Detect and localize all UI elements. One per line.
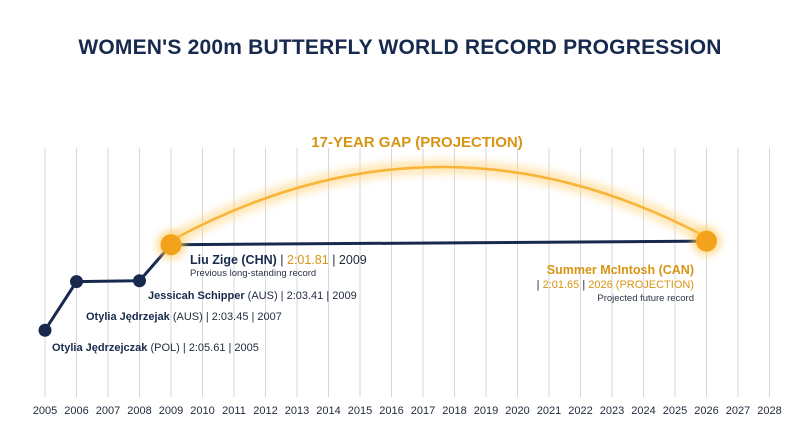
tick-label-2022: 2022 <box>568 405 592 417</box>
tick-label-2025: 2025 <box>663 405 687 417</box>
tick-label-2028: 2028 <box>757 405 781 417</box>
tick-label-2005: 2005 <box>33 405 57 417</box>
tick-label-2015: 2015 <box>348 405 372 417</box>
tick-label-2008: 2008 <box>127 405 151 417</box>
gap-label: 17-YEAR GAP (PROJECTION) <box>311 134 522 151</box>
record-label-2006: Otylia Jędrzejak (AUS) | 2:03.45 | 2007 <box>86 311 282 323</box>
tick-label-2023: 2023 <box>600 405 624 417</box>
tick-label-2019: 2019 <box>474 405 498 417</box>
tick-label-2024: 2024 <box>631 405 655 417</box>
page-title: WOMEN'S 200m BUTTERFLY WORLD RECORD PROG… <box>78 36 722 59</box>
record-label-2009: Liu Zige (CHN) | 2:01.81 | 2009 <box>190 253 367 267</box>
grid-lines <box>44 148 770 397</box>
tick-label-2016: 2016 <box>379 405 403 417</box>
tick-label-2012: 2012 <box>253 405 277 417</box>
record-point-2008 <box>133 274 146 288</box>
record-name-2026: Summer McIntosh (CAN) <box>547 263 694 277</box>
tick-label-2018: 2018 <box>442 405 466 417</box>
tick-label-2011: 2011 <box>222 405 246 417</box>
x-axis-ticks: 2005 2006 2007 2008 2009 2010 2011 2012 2013 2014… <box>33 405 782 417</box>
tick-label-2027: 2027 <box>726 405 750 417</box>
tick-label-2020: 2020 <box>505 405 529 417</box>
record-point-2005 <box>38 323 52 337</box>
tick-label-2010: 2010 <box>190 405 214 417</box>
record-point-2009 <box>160 234 182 256</box>
tick-label-2017: 2017 <box>411 405 435 417</box>
record-points <box>38 226 722 337</box>
record-point-2026 <box>696 230 717 252</box>
tick-label-2009: 2009 <box>159 405 183 417</box>
tick-label-2007: 2007 <box>96 405 120 417</box>
tick-label-2014: 2014 <box>316 405 340 417</box>
tick-label-2013: 2013 <box>285 405 309 417</box>
record-note-2009: Previous long-standing record <box>190 268 316 279</box>
record-label-2005: Otylia Jędrzejczak (POL) | 2:05.61 | 200… <box>52 342 259 354</box>
record-label-2008: Jessicah Schipper (AUS) | 2:03.41 | 2009 <box>148 290 357 302</box>
record-label-2026: | 2:01.65 | 2026 (PROJECTION) <box>537 279 694 291</box>
record-point-2006 <box>70 275 83 289</box>
tick-label-2026: 2026 <box>694 405 718 417</box>
gap-arc-line <box>170 165 708 242</box>
gap-arc <box>167 160 710 247</box>
tick-label-2021: 2021 <box>537 405 561 417</box>
tick-label-2006: 2006 <box>64 405 88 417</box>
record-note-2026: Projected future record <box>597 293 694 304</box>
